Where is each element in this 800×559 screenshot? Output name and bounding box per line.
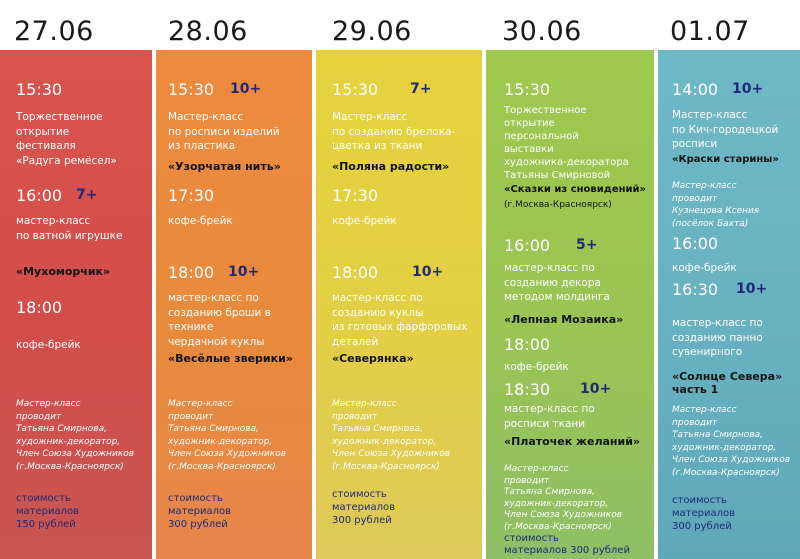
date-heading: 28.06 bbox=[168, 16, 248, 47]
event-description: Мастер-класс по созданию брелока-цветка и… bbox=[332, 111, 456, 152]
host-info: Мастер-класс проводит Кузнецова Ксения (пос… bbox=[672, 181, 760, 229]
day-header bbox=[486, 0, 654, 50]
materials-cost: стоимость материалов 150 рублей bbox=[16, 493, 80, 530]
event-title: «Солнце Севера» часть 1 bbox=[672, 370, 783, 396]
event-description: мастер-класс по росписи ткани bbox=[504, 403, 595, 430]
event-time: 18:00 bbox=[168, 263, 215, 282]
event-title: «Сказки из сновидений» bbox=[504, 184, 647, 195]
event-time: 16:00 bbox=[672, 234, 719, 253]
date-heading: 30.06 bbox=[502, 16, 582, 47]
day-header bbox=[658, 0, 800, 50]
day-panel bbox=[316, 50, 482, 559]
age-badge: 10+ bbox=[580, 381, 612, 397]
event-time: 16:30 bbox=[672, 280, 719, 299]
event-title: «Узорчатая нить» bbox=[168, 160, 281, 173]
host-info: Мастер-класс проводит Татьяна Смирнова, худ… bbox=[332, 399, 451, 472]
age-badge: 10+ bbox=[228, 264, 260, 280]
age-badge: 5+ bbox=[576, 237, 598, 253]
event-title: «Лепная Мозаика» bbox=[504, 313, 624, 326]
event-location: (г.Москва-Красноярск) bbox=[504, 200, 612, 210]
event-description: мастер-класс по созданию броши в технике че… bbox=[168, 292, 271, 348]
day-panel bbox=[0, 50, 152, 559]
day-header bbox=[156, 0, 312, 50]
host-info: Мастер-класс проводит Татьяна Смирнова, худ… bbox=[672, 405, 791, 478]
event-time: 16:00 bbox=[504, 236, 551, 255]
event-description: кофе-брейк bbox=[672, 262, 737, 274]
event-time: 17:30 bbox=[168, 186, 215, 205]
day-column-01-07: 01.07 14:00 10+ Мастер-класс по Кич-город… bbox=[658, 0, 800, 559]
event-description: мастер-класс по созданию декора методом мо… bbox=[504, 262, 610, 303]
event-title: «Поляна радости» bbox=[332, 160, 450, 173]
day-panel bbox=[156, 50, 312, 559]
date-heading: 27.06 bbox=[14, 16, 94, 47]
day-column-29-06: 29.06 15:30 7+ Мастер-класс по созданию б… bbox=[316, 0, 482, 559]
event-title: «Весёлые зверики» bbox=[168, 352, 293, 365]
event-description: Мастер-класс по Кич-городецкой росписи bbox=[672, 109, 779, 150]
materials-cost: стоимость материалов 300 рублей bbox=[168, 493, 232, 530]
event-title: «Платочек желаний» bbox=[504, 435, 641, 448]
event-description: Мастер-класс по росписи изделий из пластик… bbox=[168, 111, 280, 152]
event-description: мастер-класс по ватной игрушке bbox=[16, 215, 123, 242]
event-time: 15:30 bbox=[504, 80, 551, 99]
event-time: 14:00 bbox=[672, 80, 719, 99]
event-time: 18:00 bbox=[504, 335, 551, 354]
event-description: кофе-брейк bbox=[332, 215, 397, 227]
event-description: кофе-брейк bbox=[16, 339, 81, 351]
event-time: 18:30 bbox=[504, 380, 551, 399]
event-time: 18:00 bbox=[16, 298, 63, 317]
event-title: «Северянка» bbox=[332, 352, 414, 365]
event-title: «Мухоморчик» bbox=[16, 265, 111, 278]
age-badge: 7+ bbox=[76, 187, 98, 203]
age-badge: 10+ bbox=[412, 264, 444, 280]
event-description: мастер-класс по созданию панно сувенирного bbox=[672, 317, 763, 358]
age-badge: 7+ bbox=[410, 81, 432, 97]
day-header bbox=[316, 0, 482, 50]
event-description: кофе-брейк bbox=[504, 361, 569, 373]
event-title: «Краски старины» bbox=[672, 154, 779, 165]
age-badge: 10+ bbox=[230, 81, 262, 97]
age-badge: 10+ bbox=[732, 81, 764, 97]
host-info: Мастер-класс проводит Татьяна Смирнова, худ… bbox=[504, 464, 623, 532]
host-info: Мастер-класс проводит Татьяна Смирнова, худ… bbox=[16, 399, 135, 472]
event-description: Торжественное открытие фестиваля «Радуга ре… bbox=[16, 111, 117, 167]
materials-cost: стоимость материалов 300 рублей bbox=[332, 489, 396, 526]
event-time: 15:30 bbox=[332, 80, 379, 99]
event-description: кофе-брейк bbox=[168, 215, 233, 227]
day-panel bbox=[486, 50, 654, 559]
day-panel bbox=[658, 50, 800, 559]
materials-cost: стоимость материалов 300 рублей bbox=[672, 495, 736, 532]
date-heading: 01.07 bbox=[670, 16, 750, 47]
event-time: 17:30 bbox=[332, 186, 379, 205]
event-time: 15:30 bbox=[16, 80, 63, 99]
event-description: Торжественное открытие персональной выставк… bbox=[504, 105, 629, 181]
event-description: мастер-класс по созданию куклы из готовых … bbox=[332, 292, 468, 348]
event-time: 18:00 bbox=[332, 263, 379, 282]
age-badge: 10+ bbox=[736, 281, 768, 297]
day-header bbox=[0, 0, 152, 50]
day-column-28-06: 28.06 15:30 10+ Мастер-класс по росписи и… bbox=[156, 0, 312, 559]
event-time: 15:30 bbox=[168, 80, 215, 99]
event-time: 16:00 bbox=[16, 186, 63, 205]
day-column-27-06: 27.06 15:30 Торжественное открытие фестива… bbox=[0, 0, 152, 559]
materials-cost: стоимость материалов 300 рублей bbox=[504, 533, 630, 556]
day-column-30-06: 30.06 15:30 Торжественное открытие персона… bbox=[486, 0, 654, 559]
host-info: Мастер-класс проводит Татьяна Смирнова, худ… bbox=[168, 399, 287, 472]
date-heading: 29.06 bbox=[332, 16, 412, 47]
